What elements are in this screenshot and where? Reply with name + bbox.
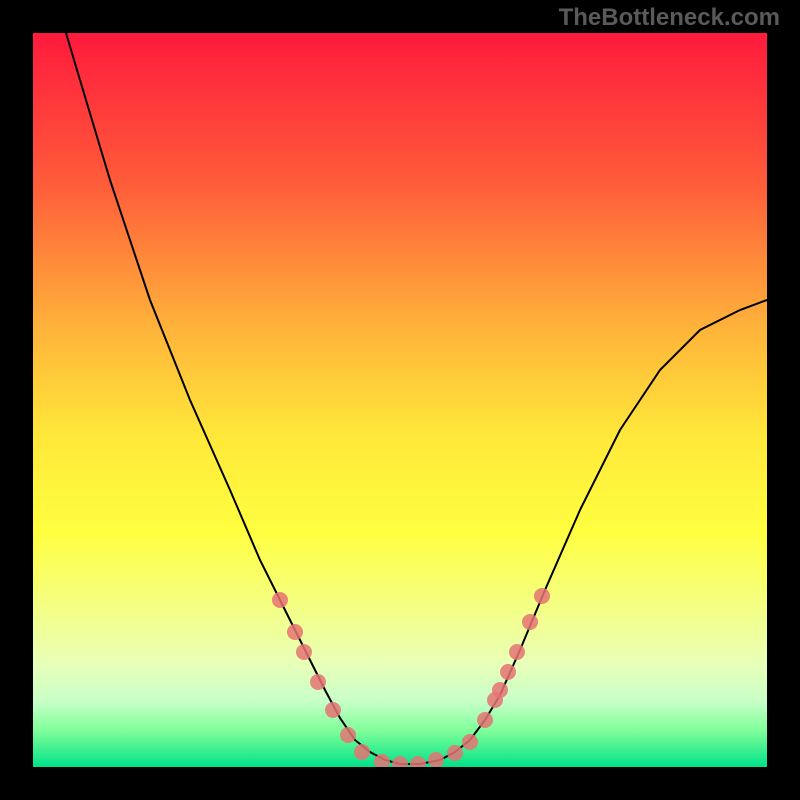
marker-point: [354, 744, 370, 760]
marker-point: [492, 682, 508, 698]
marker-point: [477, 712, 493, 728]
marker-point: [287, 624, 303, 640]
chart-overlay: [33, 33, 767, 767]
plot-area: [33, 33, 767, 767]
curve-markers: [272, 588, 550, 767]
marker-point: [310, 674, 326, 690]
marker-point: [325, 702, 341, 718]
marker-point: [509, 644, 525, 660]
marker-point: [534, 588, 550, 604]
marker-point: [392, 756, 408, 767]
marker-point: [410, 756, 426, 767]
marker-point: [296, 644, 312, 660]
marker-point: [272, 592, 288, 608]
marker-point: [428, 752, 444, 767]
marker-point: [500, 664, 516, 680]
marker-point: [522, 614, 538, 630]
bottleneck-curve: [66, 33, 767, 764]
watermark-text: TheBottleneck.com: [559, 4, 780, 32]
marker-point: [447, 745, 463, 761]
marker-point: [462, 734, 478, 750]
chart-canvas: TheBottleneck.com: [0, 0, 800, 800]
marker-point: [340, 727, 356, 743]
